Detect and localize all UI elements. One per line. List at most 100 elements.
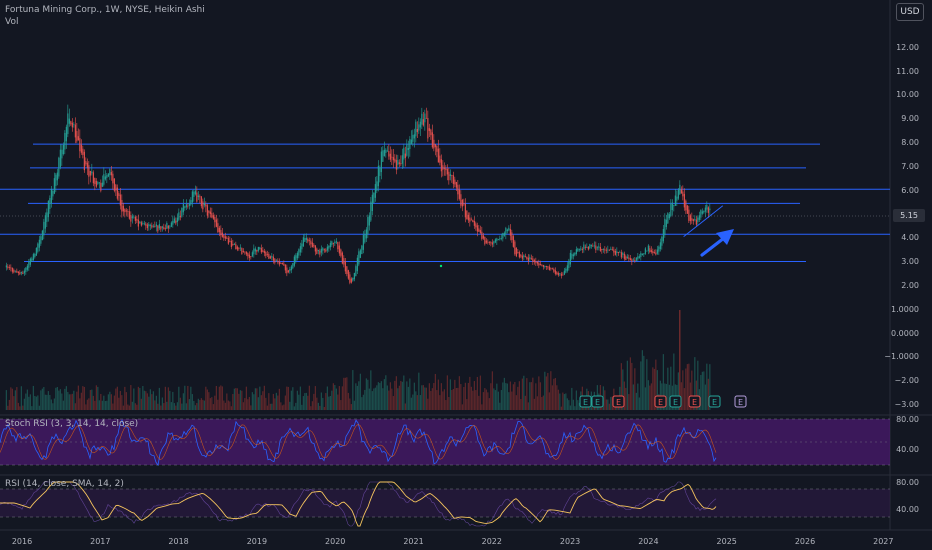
volume-bar [5,390,7,410]
candles[interactable] [5,104,711,285]
candle-body [410,139,412,144]
candle-body [571,253,573,259]
volume-bar [284,395,286,410]
volume-bar [8,399,10,410]
candle-body [671,202,673,211]
volume-bar [154,400,156,410]
candle-body [601,248,603,251]
candle-body [349,274,351,283]
candle-body [94,177,96,185]
candle-body [400,163,402,165]
candle-body [533,260,535,263]
candle-body [346,266,348,274]
volume-bar [460,384,462,410]
volume-bar [365,378,367,410]
volume-bar [446,375,448,410]
candle-body [373,192,375,203]
candle-body [535,261,537,263]
candle-body [70,121,72,125]
trend-line-segment [683,205,724,237]
candle-body [335,241,337,243]
time-tick: 2026 [795,537,815,546]
candle-body [307,238,309,242]
candle-body [512,236,514,247]
candle-body [451,175,453,176]
volume-bar [32,385,34,410]
price-axis[interactable]: 12.00 11.00 10.00 9.00 8.00 7.00 6.00 4.00 3.00 2… [884,43,919,514]
candle-body [649,248,651,253]
candle-body [530,258,532,260]
candle-body [419,121,421,128]
volume-bar [35,396,37,410]
volume-bar [217,399,219,410]
earnings-marker [688,395,701,408]
volume-bar [58,390,60,410]
price-tick: 7.00 [901,162,919,171]
candle-body [434,144,436,148]
volume-bar [296,390,298,410]
volume-bar [704,384,706,410]
volume-bar [191,394,193,410]
candle-body [250,256,252,258]
candle-body [436,145,438,152]
time-axis[interactable]: 2016 2017 2018 2019 2020 2021 2022 2023 2024 2025… [12,537,894,546]
candle-body [557,273,559,276]
volume-bar [656,370,658,410]
candle-body [359,250,361,258]
candle-body [443,167,445,169]
rsi-ma-line [0,481,717,527]
candle-body [182,203,184,213]
candle-body [403,147,405,160]
earnings-marker-label: E [583,398,588,407]
volume-bar [625,387,627,410]
volume-bar [118,397,120,410]
candle-body [542,265,544,267]
volume-bar [275,392,277,410]
volume-bar [169,390,171,410]
volume-bar [122,405,124,410]
candle-body [379,168,381,176]
volume-bar [514,382,516,410]
currency-button[interactable]: USD [896,3,924,21]
arrow-annotation[interactable] [700,229,734,257]
volume-label: Vol [5,17,19,27]
candle-body [464,203,466,218]
time-tick: 2017 [90,537,110,546]
candle-body [592,245,594,247]
volume-bar [269,403,271,410]
volume-bar [496,383,498,410]
volume-bar [398,385,400,410]
candle-body [254,248,256,252]
volume-bar [376,385,378,410]
volume-bar [700,374,702,410]
candle-body [367,217,369,234]
volume-bar [155,395,157,410]
volume-bar [509,381,511,410]
chart-title: Fortuna Mining Corp., 1W, NYSE, Heikin A… [5,5,205,15]
candle-body [56,172,58,181]
volume-bar [553,378,555,410]
candle-body [304,237,306,242]
candle-body [524,256,526,258]
trend-line[interactable] [683,205,724,237]
candle-body [565,268,567,273]
volume-bar [448,396,450,410]
volume-bar [442,391,444,410]
candle-body [149,225,151,226]
volume-bar [563,394,565,410]
candle-body [578,249,580,251]
volume-bar [94,400,96,410]
candle-body [95,180,97,187]
horizontal-levels[interactable] [0,143,890,262]
volume-bar [355,383,357,410]
volume-bar [502,382,504,410]
volume-bar [17,402,19,410]
candle-body [211,212,213,218]
candle-body [584,246,586,248]
candle-body [295,255,297,262]
candle-body [541,264,543,266]
volume-bar [238,393,240,410]
volume-bar [554,378,556,410]
